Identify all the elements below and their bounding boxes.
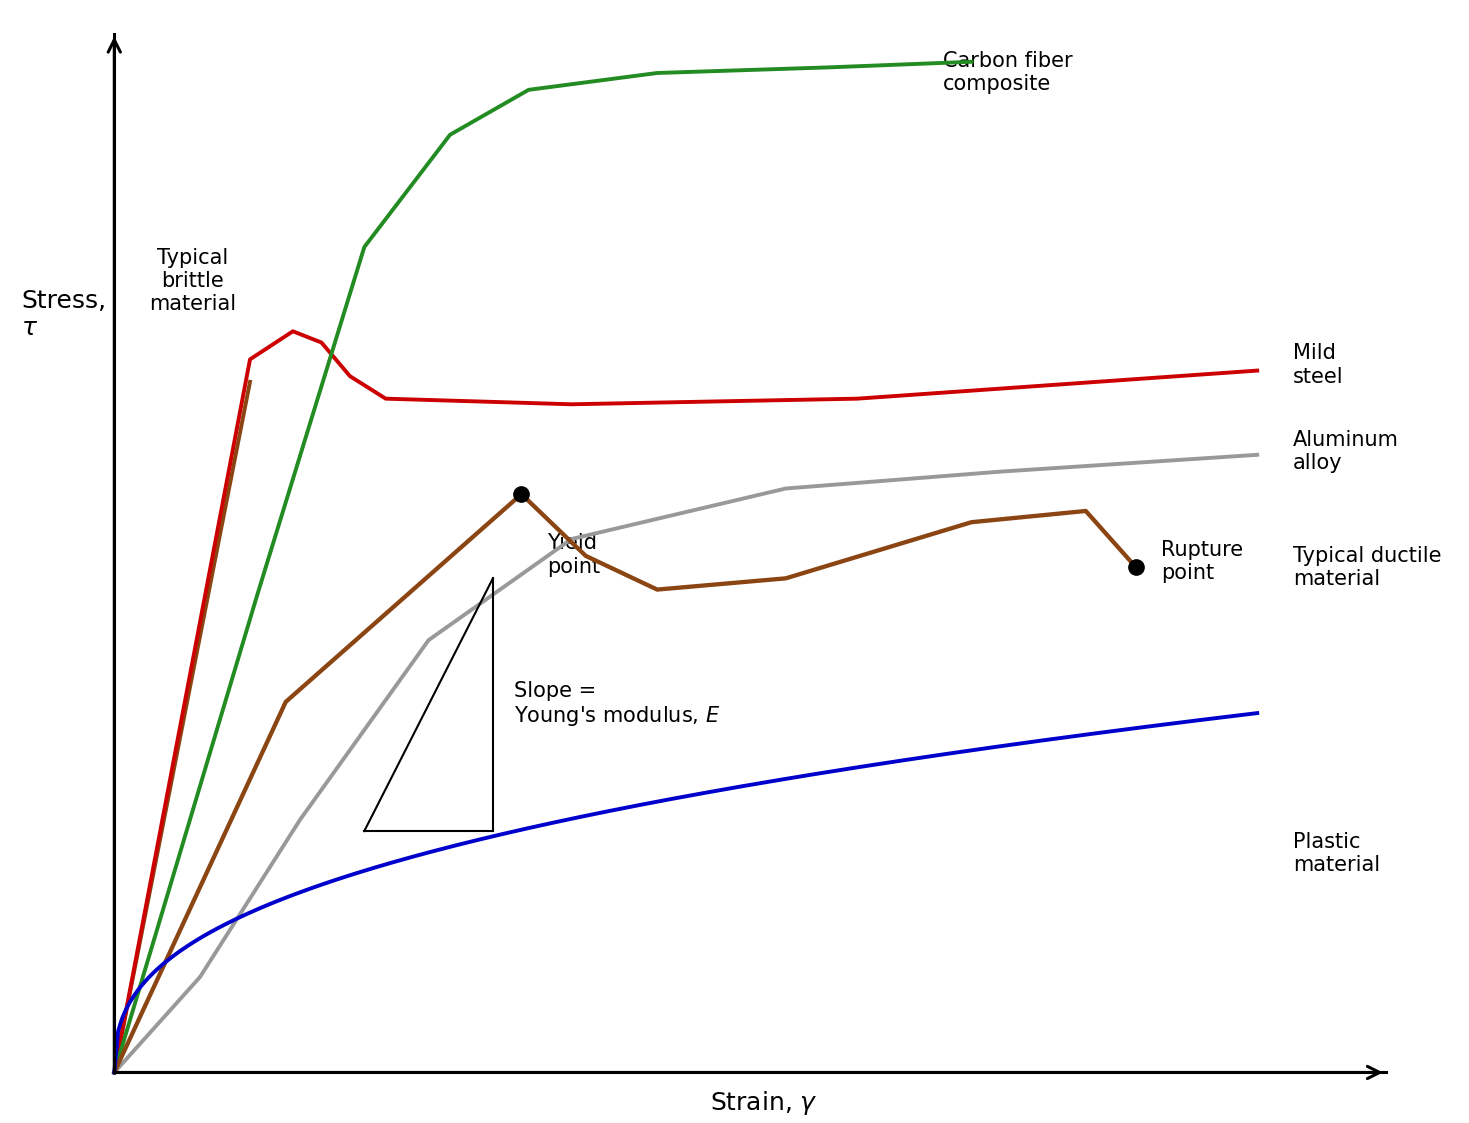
Text: Strain, $\it{\gamma}$: Strain, $\it{\gamma}$: [711, 1089, 818, 1117]
Text: Typical
brittle
material: Typical brittle material: [150, 248, 237, 314]
Text: Typical ductile
material: Typical ductile material: [1293, 546, 1441, 588]
Text: Slope =
Young's modulus, $E$: Slope = Young's modulus, $E$: [514, 681, 721, 729]
Text: Plastic
material: Plastic material: [1293, 832, 1379, 875]
Text: Aluminum
alloy: Aluminum alloy: [1293, 430, 1398, 473]
Text: Stress,
$\it{\tau}$: Stress, $\it{\tau}$: [22, 289, 107, 340]
Text: Mild
steel: Mild steel: [1293, 344, 1344, 386]
Text: Yield
point: Yield point: [546, 533, 601, 576]
Text: Rupture
point: Rupture point: [1162, 540, 1244, 583]
Text: Carbon fiber
composite: Carbon fiber composite: [943, 51, 1072, 93]
